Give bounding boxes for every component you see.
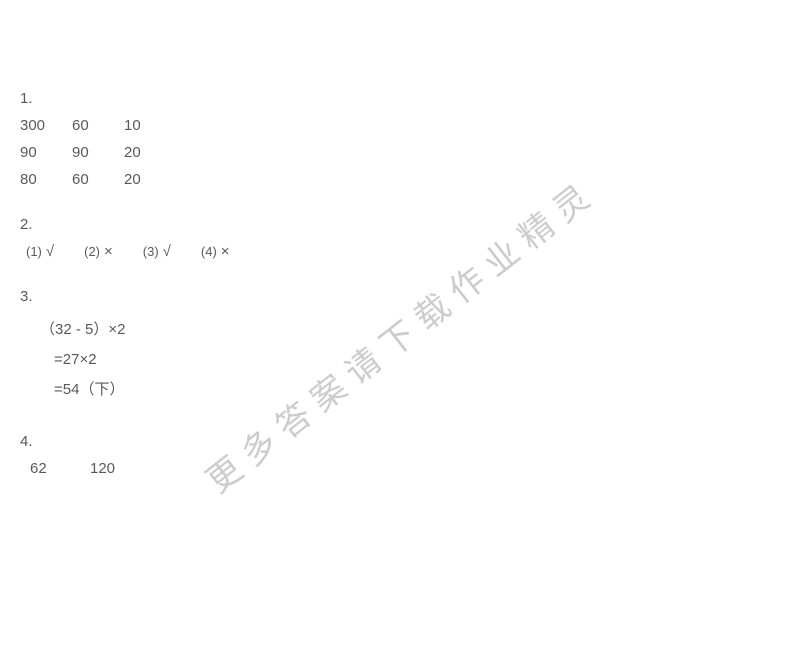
q1-label: 1.: [20, 90, 800, 107]
q3-line: （32 - 5）×2: [40, 315, 800, 345]
q4-value: 62: [30, 460, 90, 477]
q2-item: (2) ×: [84, 243, 113, 260]
q2-item-symbol: √: [163, 243, 171, 260]
question-2: 2. (1) √ (2) × (3) √ (4) ×: [20, 216, 800, 260]
q1-cell: 300: [20, 117, 72, 134]
q2-label: 2.: [20, 216, 800, 233]
question-4: 4. 62 120: [20, 433, 800, 477]
q1-cell: 20: [124, 144, 176, 161]
q3-calculation: （32 - 5）×2 =27×2 =54（下）: [20, 315, 800, 405]
q3-label: 3.: [20, 288, 800, 305]
question-1: 1. 300 60 10 90 90 20 80 60 20: [20, 90, 800, 188]
q2-item-label: (3): [143, 244, 159, 259]
q2-item-label: (1): [26, 244, 42, 259]
q2-item: (3) √: [143, 243, 171, 260]
q3-line: =27×2: [40, 345, 800, 375]
q2-item-symbol: √: [46, 243, 54, 260]
question-3: 3. （32 - 5）×2 =27×2 =54（下）: [20, 288, 800, 405]
q1-cell: 10: [124, 117, 176, 134]
q2-item: (1) √: [26, 243, 54, 260]
q1-row: 80 60 20: [20, 171, 800, 188]
q1-cell: 90: [20, 144, 72, 161]
q4-value: 120: [90, 460, 115, 477]
q2-item-label: (2): [84, 244, 100, 259]
q3-line: =54（下）: [40, 375, 800, 405]
q2-item-symbol: ×: [104, 243, 113, 260]
q2-item: (4) ×: [201, 243, 230, 260]
q1-cell: 20: [124, 171, 176, 188]
q4-label: 4.: [20, 433, 800, 450]
q2-item-label: (4): [201, 244, 217, 259]
q2-answers: (1) √ (2) × (3) √ (4) ×: [20, 243, 800, 260]
q2-item-symbol: ×: [221, 243, 230, 260]
q4-values: 62 120: [20, 460, 800, 477]
q1-cell: 60: [72, 117, 124, 134]
q1-cell: 90: [72, 144, 124, 161]
q1-cell: 60: [72, 171, 124, 188]
q1-cell: 80: [20, 171, 72, 188]
q1-row: 300 60 10: [20, 117, 800, 134]
q1-row: 90 90 20: [20, 144, 800, 161]
